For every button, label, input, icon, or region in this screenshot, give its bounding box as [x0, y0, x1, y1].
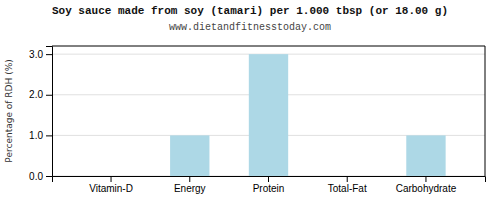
subtitle: www.dietandfitnesstoday.com — [169, 22, 331, 33]
tick-label: Total-Fat — [328, 183, 367, 194]
tick-label: Protein — [253, 183, 285, 194]
tick-label: 3.0 — [29, 49, 43, 60]
tick: 1.0 — [29, 130, 52, 141]
axis-line — [46, 47, 53, 177]
tick: 0.0 — [29, 171, 52, 182]
tick-mark — [425, 176, 426, 182]
frame — [485, 46, 486, 176]
grid — [52, 54, 485, 176]
tick-mark — [268, 176, 269, 182]
tick-mark — [46, 54, 52, 55]
chart: Soy sauce made from soy (tamari) per 1.0… — [0, 0, 500, 200]
axis-line — [53, 177, 486, 183]
title: Soy sauce made from soy (tamari) per 1.0… — [52, 5, 448, 17]
bar — [406, 135, 445, 176]
tick: 3.0 — [29, 49, 52, 60]
bar — [91, 176, 130, 177]
bars — [170, 54, 446, 176]
bar — [170, 135, 209, 176]
tick: Energy — [174, 176, 206, 194]
tick-mark — [111, 176, 112, 182]
tick: Carbohydrate — [396, 176, 457, 194]
tick: Total-Fat — [328, 176, 367, 194]
tick: Vitamin-D — [89, 176, 133, 194]
tick-label: Energy — [174, 183, 206, 194]
tick-mark — [189, 176, 190, 182]
tick-label: 0.0 — [29, 171, 43, 182]
y-axis-title: Percentage of RDH (%) — [4, 59, 14, 162]
frame — [52, 46, 485, 47]
x-axis: Vitamin-D Energy Protein Total-Fat Carbohydr… — [53, 176, 486, 194]
tick-label: 2.0 — [29, 89, 43, 100]
tick-mark — [46, 135, 52, 136]
tick-label: Carbohydrate — [396, 183, 457, 194]
tick-label: 1.0 — [29, 130, 43, 141]
tick-mark — [347, 176, 348, 182]
tick: 2.0 — [29, 89, 52, 100]
tick-mark — [46, 95, 52, 96]
bar — [328, 176, 367, 177]
tick-mark — [46, 176, 52, 177]
bar — [249, 54, 288, 176]
tick: Protein — [253, 176, 285, 194]
plot: 0.0 1.0 2.0 3.0 Vitamin-D Energy Protein Total-… — [29, 46, 485, 194]
tick-label: Vitamin-D — [89, 183, 133, 194]
y-axis: 0.0 1.0 2.0 3.0 — [29, 47, 52, 182]
